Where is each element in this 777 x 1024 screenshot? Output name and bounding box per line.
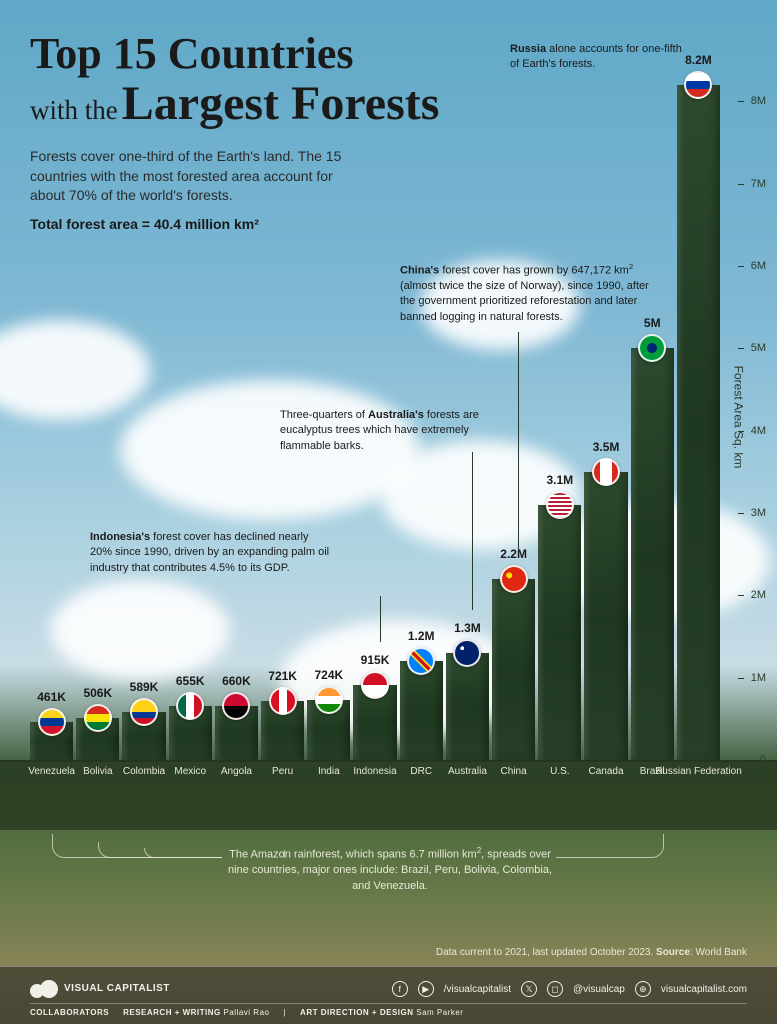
y-tick: 7M — [751, 178, 766, 190]
amazon-line-3 — [144, 848, 222, 858]
bar-label: DRC — [410, 766, 432, 777]
bar-value: 589K — [130, 680, 159, 694]
bar-drc: 1.2M DRC — [400, 629, 443, 760]
y-tick: 0 — [760, 754, 766, 766]
bar-label: Angola — [221, 766, 252, 777]
bar-value: 461K — [37, 690, 66, 704]
bar-canada: 3.5M Canada — [584, 440, 627, 760]
annotation-russia: Russia alone accounts for one-fifth of E… — [510, 42, 690, 73]
bar-value: 915K — [361, 653, 390, 667]
facebook-icon: f — [392, 981, 408, 997]
bar-label: Bolivia — [83, 766, 112, 777]
bar-value: 506K — [83, 686, 112, 700]
bar-label: Indonesia — [353, 766, 396, 777]
bar-brazil: 5MBrazil — [631, 316, 674, 760]
bar-label: Australia — [448, 766, 487, 777]
bar-label: U.S. — [550, 766, 569, 777]
youtube-icon: ▶ — [418, 981, 434, 997]
bar: Australia — [446, 653, 489, 760]
bar-value: 721K — [268, 669, 297, 683]
y-tick: 3M — [751, 507, 766, 519]
bar-mexico: 655KMexico — [169, 674, 212, 760]
flag-icon — [546, 491, 574, 519]
bar-label: Colombia — [123, 766, 165, 777]
bar: China — [492, 579, 535, 760]
bar-australia: 1.3M Australia — [446, 621, 489, 760]
flag-icon — [222, 692, 250, 720]
bar-angola: 660KAngola — [215, 674, 258, 760]
y-tick: 2M — [751, 589, 766, 601]
annotation-indonesia: Indonesia's forest cover has declined ne… — [90, 530, 330, 576]
bar-indonesia: 915KIndonesia — [353, 653, 396, 760]
y-tick: 6M — [751, 260, 766, 272]
data-source: Data current to 2021, last updated Octob… — [436, 947, 747, 958]
anno-line-australia — [472, 452, 473, 610]
y-tick: 1M — [751, 672, 766, 684]
vc-logo-icon — [30, 980, 58, 998]
bar-value: 1.3M — [454, 621, 481, 635]
bar-value: 655K — [176, 674, 205, 688]
flag-icon — [130, 698, 158, 726]
bar: DRC — [400, 661, 443, 760]
flag-icon — [269, 687, 297, 715]
bar: Russian Federation — [677, 85, 720, 760]
bar-russian-federation: 8.2MRussian Federation — [677, 53, 720, 760]
flag-icon — [361, 671, 389, 699]
bar-value: 2.2M — [500, 547, 527, 561]
bar-india: 724KIndia — [307, 668, 350, 760]
annotation-amazon: The Amazon rainforest, which spans 6.7 m… — [220, 845, 560, 894]
bar-value: 660K — [222, 674, 251, 688]
globe-icon: ⊕ — [635, 981, 651, 997]
footer: VISUAL CAPITALIST f ▶ /visualcapitalist … — [0, 966, 777, 1024]
bar-label: Canada — [589, 766, 624, 777]
y-axis-label: Forest Area Sq. km — [732, 366, 746, 469]
bar: U.S. — [538, 505, 581, 760]
bar-label: Venezuela — [28, 766, 75, 777]
x-icon: 𝕏 — [521, 981, 537, 997]
bar-bolivia: 506KBolivia — [76, 686, 119, 760]
bar: Brazil — [631, 348, 674, 760]
bar-label: India — [318, 766, 340, 777]
annotation-china: China's forest cover has grown by 647,17… — [400, 262, 660, 325]
bar-label: Peru — [272, 766, 293, 777]
bar-value: 724K — [314, 668, 343, 682]
vc-logo: VISUAL CAPITALIST — [30, 980, 170, 998]
bar-label: Mexico — [174, 766, 206, 777]
bar-value: 3.1M — [546, 473, 573, 487]
bar-peru: 721KPeru — [261, 669, 304, 760]
flag-icon — [38, 708, 66, 736]
annotation-australia: Three-quarters of Australia's forests ar… — [280, 408, 510, 454]
flag-icon — [500, 565, 528, 593]
flag-icon — [684, 71, 712, 99]
bar-colombia: 589KColombia — [122, 680, 165, 761]
social-links: f ▶ /visualcapitalist 𝕏 ◻ @visualcap ⊕ v… — [392, 981, 747, 997]
instagram-icon: ◻ — [547, 981, 563, 997]
anno-line-indonesia — [380, 596, 381, 642]
bar-value: 3.5M — [593, 440, 620, 454]
y-tick: 5M — [751, 342, 766, 354]
bar-venezuela: 461KVenezuela — [30, 690, 73, 760]
anno-line-china — [518, 332, 519, 550]
bar-label: China — [501, 766, 527, 777]
bar-label: Russian Federation — [655, 766, 742, 777]
bar-u-s-: 3.1M U.S. — [538, 473, 581, 760]
y-tick: 4M — [751, 425, 766, 437]
amazon-line-5 — [556, 834, 664, 858]
flag-icon — [592, 458, 620, 486]
bar-china: 2.2M China — [492, 547, 535, 760]
flag-icon — [84, 704, 112, 732]
amazon-line-4 — [284, 850, 285, 858]
bar: Canada — [584, 472, 627, 760]
y-tick: 8M — [751, 95, 766, 107]
bar-value: 1.2M — [408, 629, 435, 643]
